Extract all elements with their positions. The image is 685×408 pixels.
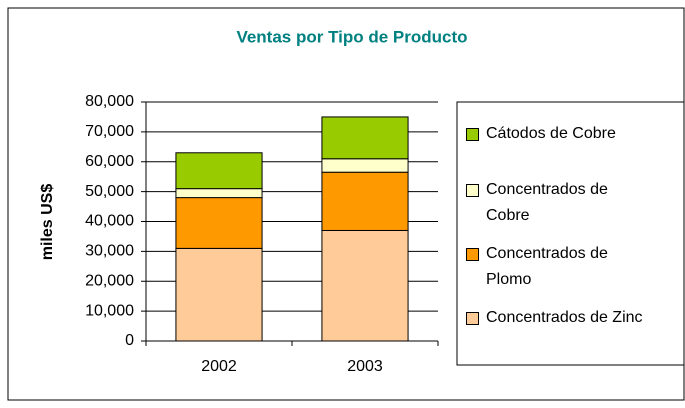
bar-segment [175, 152, 263, 190]
y-tick-label: 0 [125, 332, 134, 349]
bar-segment [175, 188, 263, 199]
chart-title: Ventas por Tipo de Producto [236, 27, 467, 46]
y-tick-label: 40,000 [85, 213, 134, 230]
legend-swatch [466, 312, 479, 325]
legend-swatch [466, 248, 479, 261]
y-tick-label: 80,000 [85, 93, 134, 110]
y-tick-label: 70,000 [85, 123, 134, 140]
y-tick-label: 50,000 [85, 183, 134, 200]
legend-label: Cátodos de Cobre [486, 125, 616, 142]
y-tick-label: 60,000 [85, 153, 134, 170]
legend-swatch [466, 184, 479, 197]
legend-box [456, 101, 685, 366]
x-tick-label: 2002 [201, 358, 237, 375]
bar-segment [175, 247, 263, 342]
legend-label: Concentrados de Plomo [486, 245, 608, 288]
bar-segment [321, 116, 409, 160]
legend-item: Concentrados de Zinc [466, 305, 681, 331]
legend-item: Concentrados de Cobre [466, 177, 681, 229]
y-tick-label: 10,000 [85, 302, 134, 319]
legend-item: Cátodos de Cobre [466, 121, 681, 147]
x-tick-label: 2003 [347, 358, 383, 375]
y-axis-label: miles US$ [39, 184, 56, 261]
y-tick-label: 20,000 [85, 272, 134, 289]
legend-label: Concentrados de Zinc [486, 309, 643, 326]
legend-item: Concentrados de Plomo [466, 241, 681, 293]
bar-segment [321, 158, 409, 173]
y-tick-label: 30,000 [85, 243, 134, 260]
legend-swatch [466, 128, 479, 141]
legend-label: Concentrados de Cobre [486, 181, 608, 224]
bar-segment [321, 171, 409, 231]
bar-segment [321, 229, 409, 342]
bar-segment [175, 197, 263, 249]
